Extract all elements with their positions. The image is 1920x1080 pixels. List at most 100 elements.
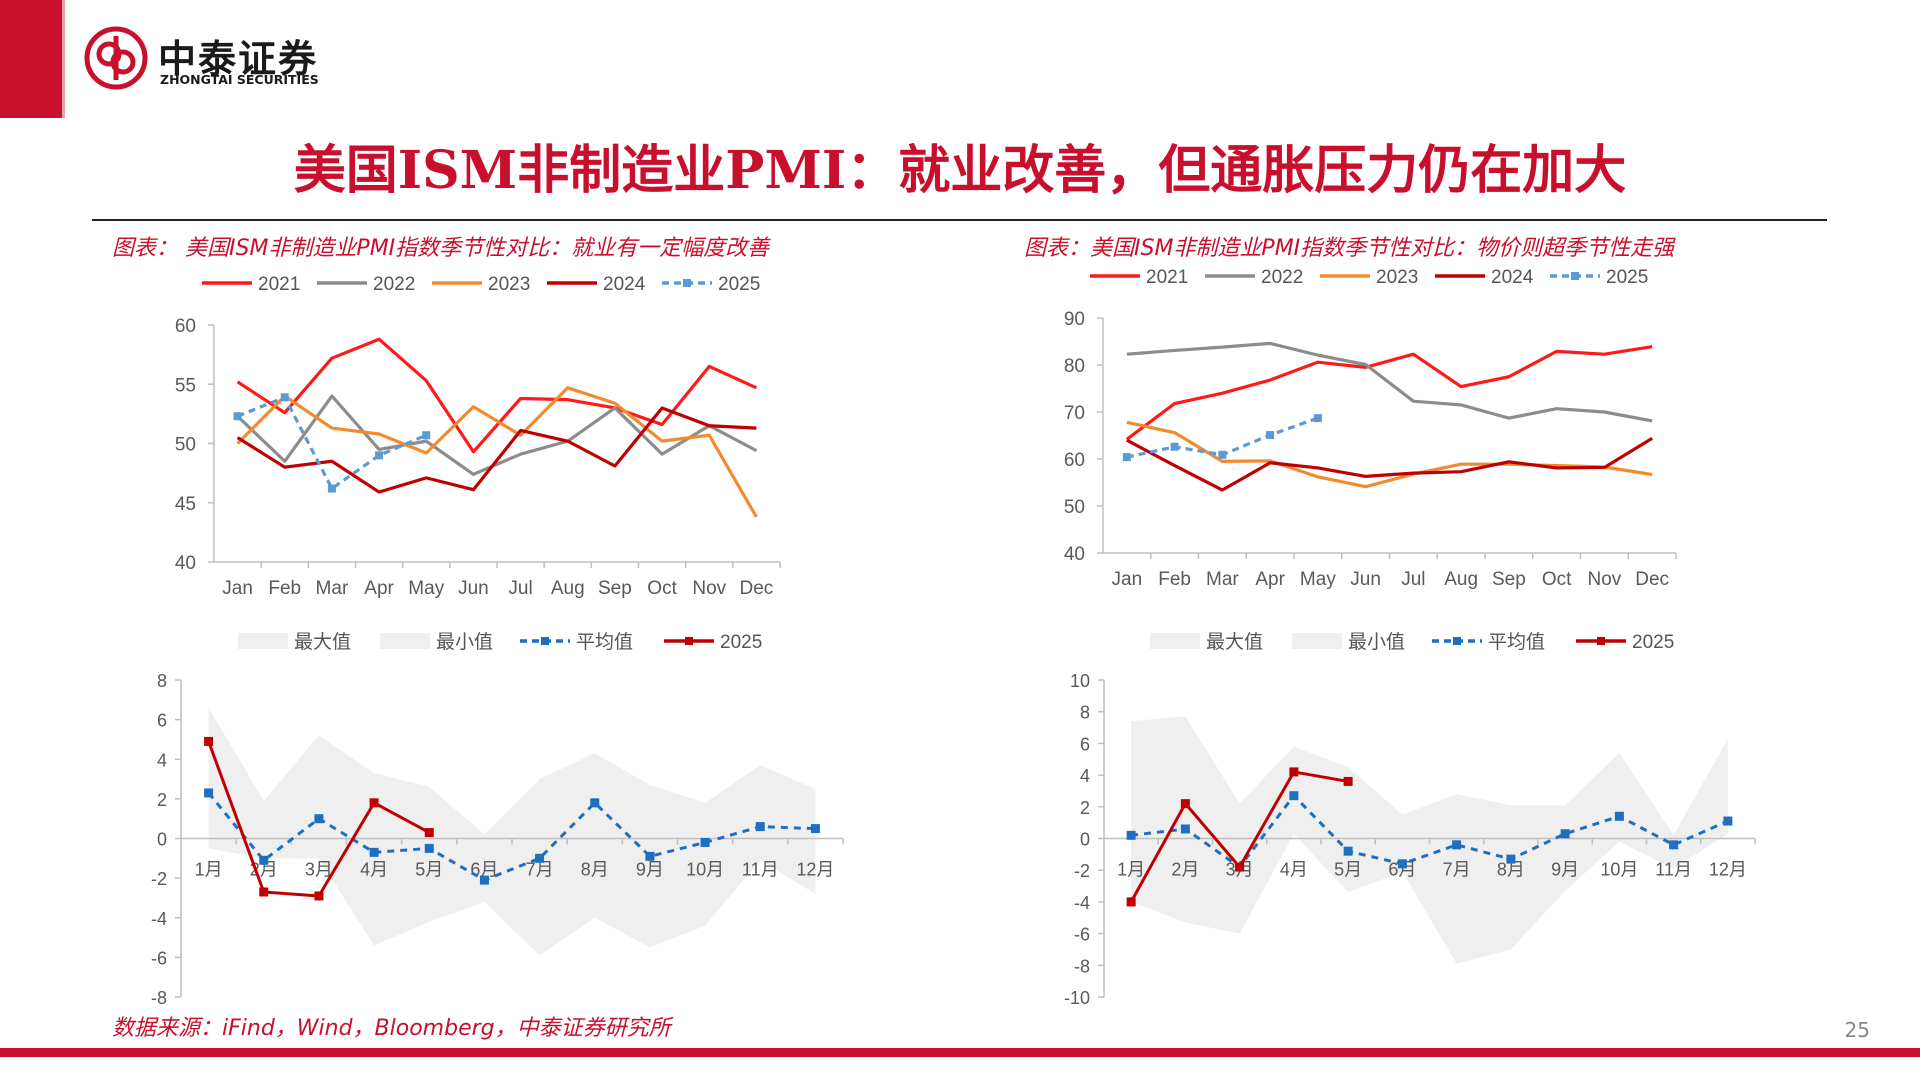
x-tick-label: 4月 [360, 860, 388, 880]
series-point-平均值 [590, 798, 600, 808]
legend-label: 平均值 [576, 631, 633, 653]
series-point-平均值 [1560, 829, 1570, 839]
series-line-2021 [1125, 345, 1653, 441]
x-tick-label: 9月 [1551, 860, 1579, 880]
series-line-2024 [1126, 436, 1653, 492]
x-tick-label: Mar [1206, 569, 1239, 590]
page-number: 25 [1844, 1018, 1870, 1042]
x-tick-label: Jun [458, 578, 489, 599]
legend-label: 2021 [258, 274, 300, 295]
series-point-平均值 [535, 853, 545, 863]
x-tick-label: Apr [1255, 569, 1285, 590]
series-point-平均值 [755, 822, 765, 832]
legend-swatch [1150, 633, 1200, 649]
legend-swatch [1292, 633, 1342, 649]
y-tick-label: 2 [1080, 798, 1090, 818]
x-tick-label: 1月 [195, 860, 223, 880]
legend-label: 2021 [1146, 267, 1188, 288]
series-point-2025 [422, 431, 431, 440]
y-tick-label: 40 [1064, 544, 1085, 565]
legend-label: 2024 [1491, 267, 1534, 288]
series-point-2025 [1180, 799, 1190, 809]
series-point-平均值 [810, 824, 820, 834]
x-tick-label: Nov [692, 578, 726, 599]
legend-label: 2022 [1261, 267, 1303, 288]
y-tick-label: 60 [175, 316, 196, 337]
series-point-2025 [1170, 442, 1179, 451]
legend-label: 最大值 [294, 631, 351, 653]
x-tick-label: 7月 [526, 860, 554, 880]
series-point-平均值 [1669, 840, 1679, 850]
slide-title: 美国ISM非制造业PMI：就业改善，但通胀压力仍在加大 [293, 140, 1627, 201]
series-point-平均值 [1397, 859, 1407, 869]
series-point-平均值 [1289, 791, 1299, 801]
x-tick-label: Jul [1401, 569, 1425, 590]
y-tick-label: 8 [1080, 703, 1090, 723]
x-tick-label: Apr [364, 578, 394, 599]
y-tick-label: 2 [157, 790, 167, 810]
legend-marker [683, 279, 691, 287]
series-point-平均值 [369, 847, 379, 857]
y-tick-label: -2 [1074, 861, 1090, 881]
legend-label: 2025 [1606, 267, 1648, 288]
series-point-平均值 [314, 814, 324, 824]
x-tick-label: 2月 [1171, 860, 1199, 880]
x-tick-label: Mar [316, 578, 349, 599]
x-tick-label: 6月 [1388, 860, 1416, 880]
range-band [208, 707, 816, 956]
series-line-平均值 [207, 791, 816, 882]
x-tick-label: 8月 [581, 860, 609, 880]
y-tick-label: 40 [175, 553, 196, 574]
x-tick-label: 4月 [1280, 860, 1308, 880]
y-tick-label: 50 [175, 435, 196, 456]
y-tick-label: 45 [175, 494, 196, 515]
data-source-note: 数据来源：iFind，Wind，Bloomberg，中泰证券研究所 [112, 1016, 671, 1041]
chart-caption-employment: 图表： 美国ISM非制造业PMI指数季节性对比：就业有一定幅度改善 [112, 236, 770, 261]
legend-label: 2024 [603, 274, 646, 295]
y-tick-label: 6 [157, 711, 167, 731]
legend-label: 2025 [720, 632, 762, 653]
y-tick-label: -2 [151, 869, 167, 889]
series-point-2025 [424, 828, 434, 838]
x-tick-label: Feb [268, 578, 301, 599]
series-line-2023 [1126, 420, 1653, 489]
series-point-2025 [1126, 897, 1136, 907]
legend-label: 最大值 [1206, 631, 1263, 653]
series-point-平均值 [1723, 816, 1733, 826]
series-point-平均值 [1506, 854, 1516, 864]
series-point-2025 [327, 484, 336, 493]
y-tick-label: 4 [1080, 766, 1090, 786]
legend-label: 2025 [1632, 632, 1674, 653]
x-tick-label: Dec [740, 578, 774, 599]
x-tick-label: 12月 [796, 860, 834, 880]
x-tick-label: 7月 [1443, 860, 1471, 880]
y-tick-label: 50 [1064, 497, 1085, 518]
y-tick-label: 70 [1064, 403, 1085, 424]
y-tick-label: -4 [1074, 893, 1090, 913]
x-tick-label: 3月 [305, 860, 333, 880]
series-line-2021 [236, 337, 758, 454]
x-tick-label: Nov [1587, 569, 1621, 590]
series-point-平均值 [1452, 840, 1462, 850]
series-line-2023 [236, 386, 758, 518]
x-tick-label: Sep [598, 578, 632, 599]
x-tick-label: 8月 [1497, 860, 1525, 880]
series-point-平均值 [259, 855, 269, 865]
legend-marker [685, 637, 693, 645]
series-point-平均值 [700, 837, 710, 847]
series-point-平均值 [1343, 846, 1353, 856]
title-divider [92, 219, 1827, 221]
x-tick-label: Sep [1492, 569, 1526, 590]
legend-marker [1597, 637, 1605, 645]
x-tick-label: Aug [1444, 569, 1478, 590]
series-point-2025 [1289, 767, 1299, 777]
legend-label: 平均值 [1488, 631, 1545, 653]
x-tick-label: Oct [1542, 569, 1572, 590]
legend-label: 2025 [718, 274, 760, 295]
x-tick-label: 1月 [1117, 860, 1145, 880]
x-tick-label: 10月 [686, 860, 724, 880]
series-point-2025 [1218, 450, 1227, 459]
x-tick-label: Jun [1350, 569, 1381, 590]
chart-caption-prices: 图表：美国ISM非制造业PMI指数季节性对比：物价则超季节性走强 [1024, 236, 1675, 261]
